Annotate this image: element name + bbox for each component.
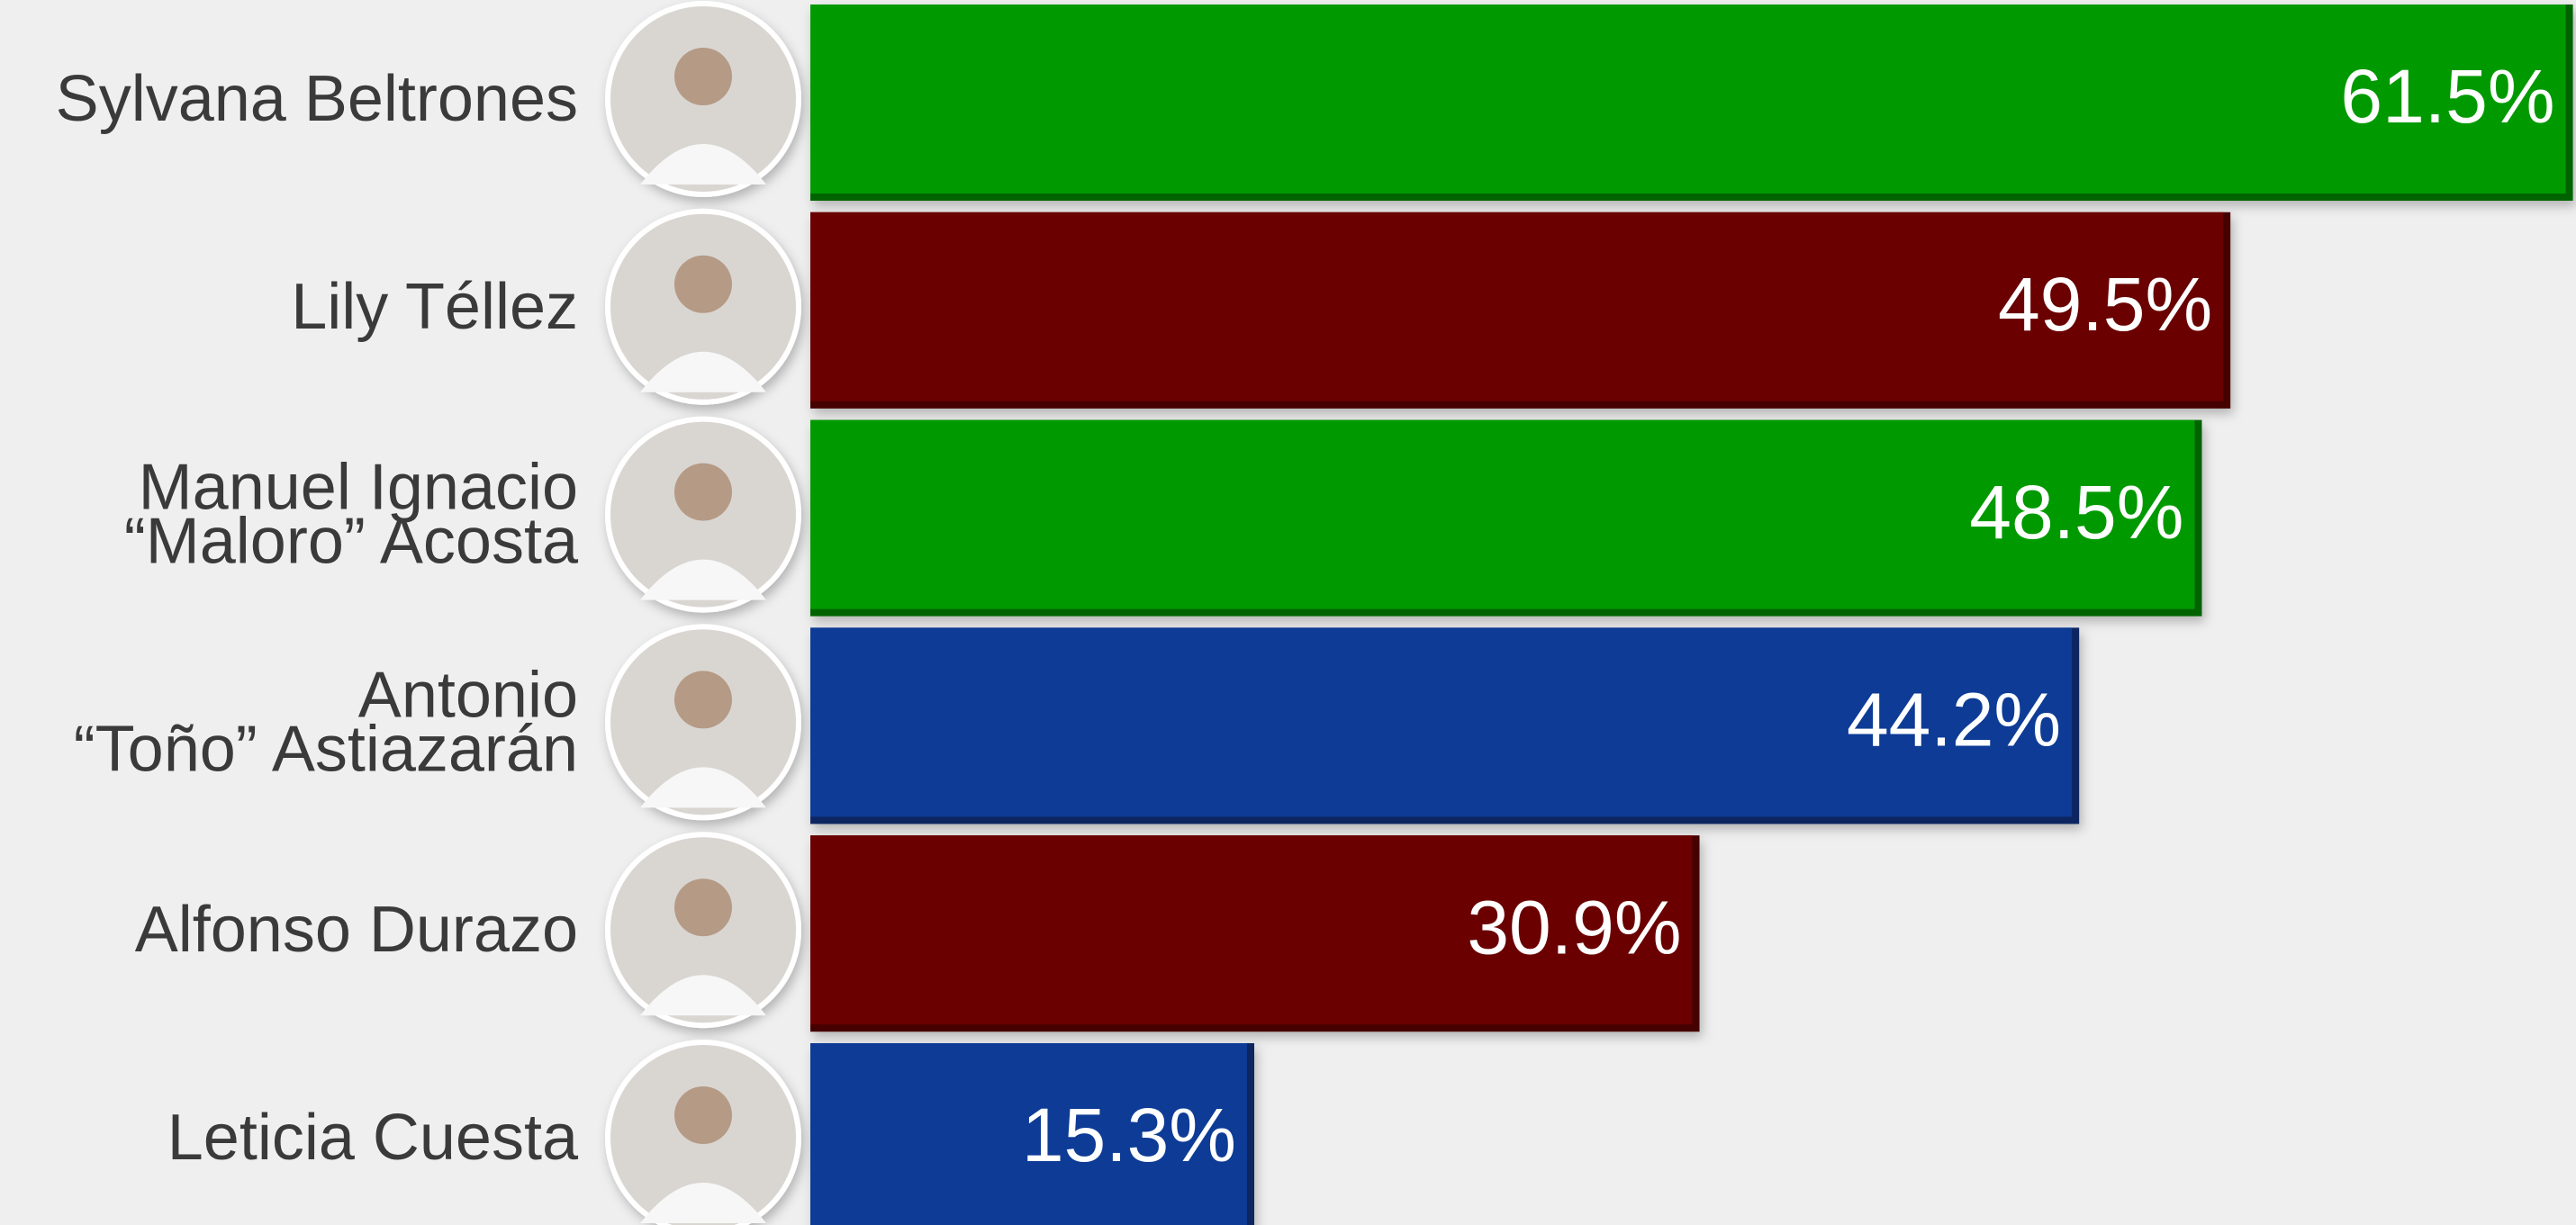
category-label: Lily Téllez [291,271,578,343]
avatar-head [674,255,732,313]
bar-group [810,419,2202,617]
avatar-body [640,975,766,1016]
avatar-body [640,351,766,392]
bar-group [810,5,2573,201]
bar-group [810,835,1700,1032]
avatar-head [674,878,732,937]
bar [810,1043,1248,1225]
value-label: 44.2% [1847,678,2061,762]
category-label: Manuel Ignacio “Maloro” Acosta [124,452,579,578]
bar [810,5,2566,194]
value-label: 48.5% [1969,470,2183,554]
value-label: 61.5% [2340,54,2554,139]
avatar-head [674,1086,732,1144]
avatar-body [640,559,766,600]
category-label: Antonio “Toño” Astiazarán [74,659,578,785]
category-label: Leticia Cuesta [167,1102,579,1174]
bar [810,212,2224,401]
bar [810,835,1693,1025]
avatar-head [674,671,732,729]
category-label: Alfonso Durazo [135,894,578,966]
value-label: 30.9% [1467,885,1681,969]
avatar-head [674,48,732,105]
bar-group [810,627,2080,824]
avatar-body [640,144,766,185]
avatar-body [640,1183,766,1223]
category-label: Sylvana Beltrones [56,63,578,135]
value-label: 15.3% [1022,1093,1236,1177]
value-label: 49.5% [1998,262,2212,347]
bar [810,627,2073,817]
bar [810,419,2195,609]
bar-group [810,1043,1255,1225]
avatar-head [674,463,732,521]
bar-group [810,212,2231,409]
avatar-body [640,767,766,808]
